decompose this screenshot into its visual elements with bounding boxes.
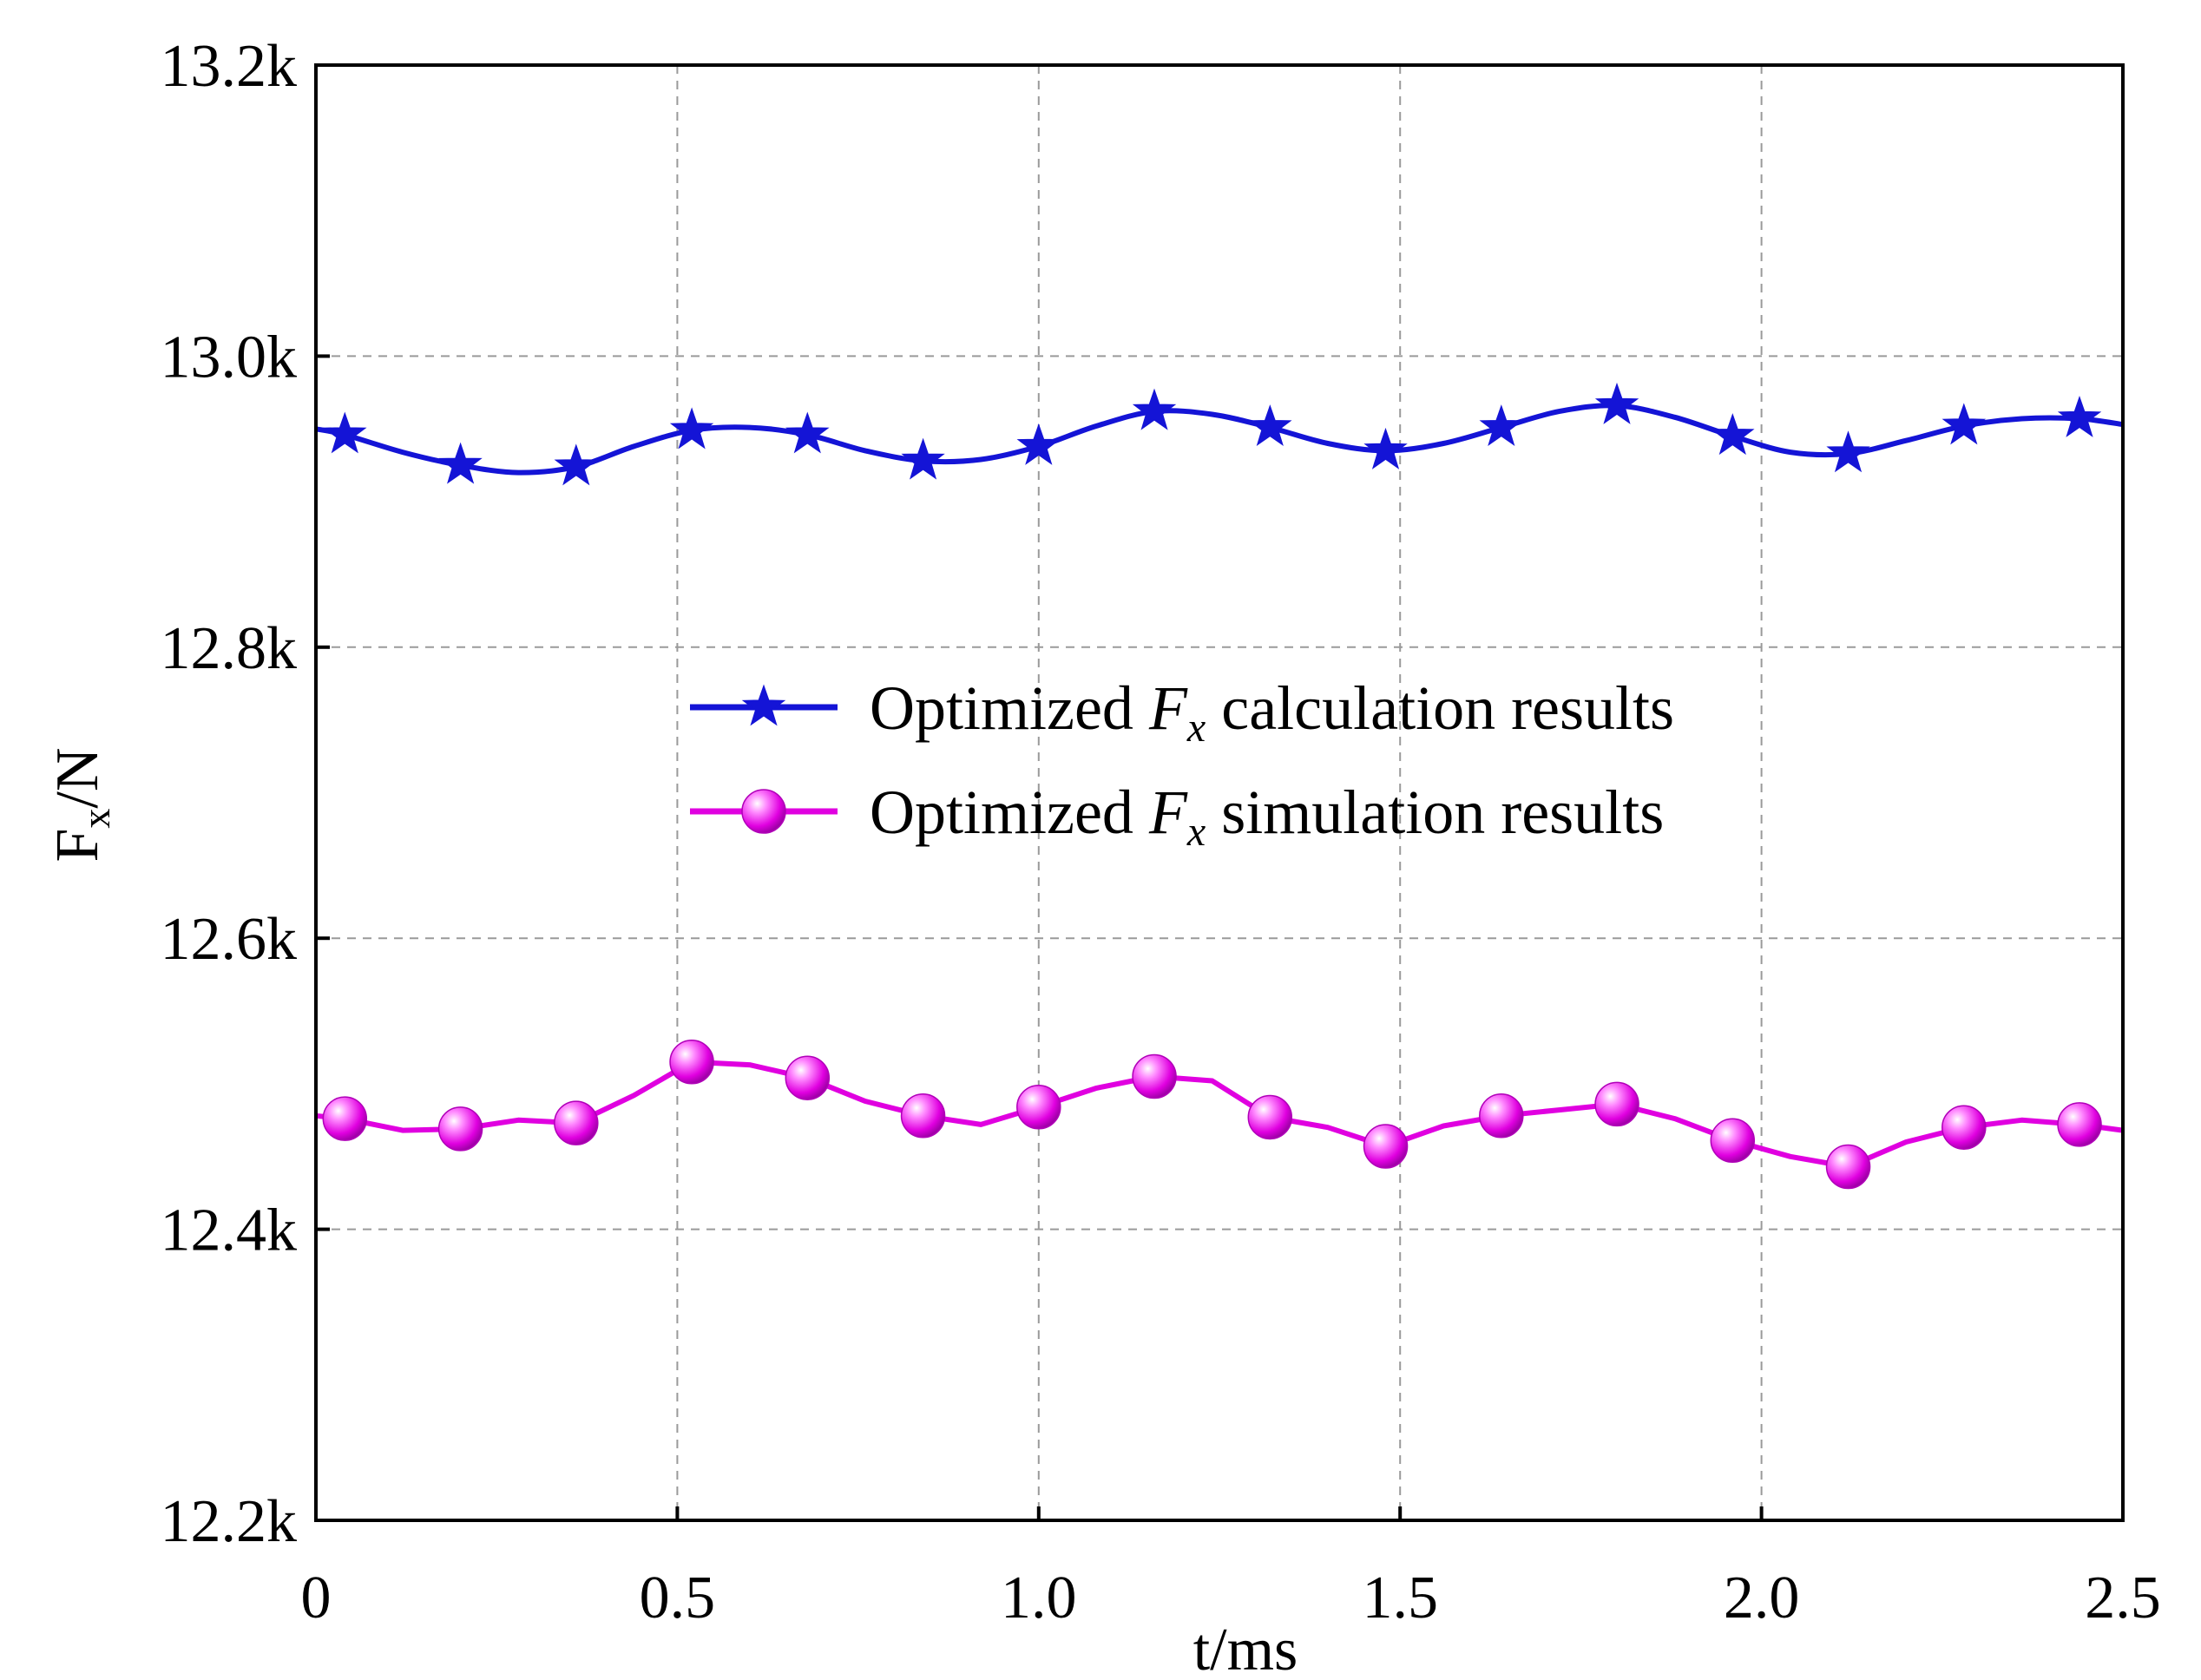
x-tick-labels: 0 0.5 1.0 1.5 2.0 2.5 — [301, 1565, 2161, 1631]
y-tick-labels: 12.2k 12.4k 12.6k 12.8k 13.0k 13.2k — [161, 33, 298, 1555]
y-tick-label: 13.2k — [161, 33, 298, 100]
data-point — [901, 437, 945, 480]
data-point — [900, 1093, 946, 1139]
y-tick-label: 12.6k — [161, 906, 298, 973]
data-point — [1941, 403, 1987, 445]
data-point — [1016, 1084, 1061, 1130]
x-tick-label: 0.5 — [640, 1565, 716, 1631]
y-tick-label: 13.0k — [161, 324, 298, 390]
legend-marker-simulation — [741, 789, 786, 834]
series-1 — [315, 1039, 2124, 1190]
data-point — [323, 411, 367, 454]
legend-marker-calculation — [741, 684, 786, 726]
data-point — [669, 407, 714, 450]
data-point — [785, 1055, 831, 1100]
data-point — [1363, 1124, 1409, 1169]
plot-frame — [314, 63, 2125, 1522]
data-point — [2057, 1102, 2102, 1147]
data-point — [1132, 1053, 1177, 1099]
data-point — [785, 411, 830, 454]
series-line — [315, 403, 2124, 476]
data-point — [1016, 423, 1061, 465]
series-layer — [315, 382, 2124, 1190]
y-tick-label: 12.2k — [161, 1488, 298, 1555]
y-axis-title-sub: x — [74, 809, 118, 829]
x-tick-label: 1.0 — [1001, 1565, 1077, 1631]
data-point — [1826, 430, 1870, 473]
y-axis-title: Fx/N — [44, 748, 118, 863]
x-tick-label: 1.5 — [1362, 1565, 1438, 1631]
y-tick-label: 12.8k — [161, 615, 298, 682]
data-point — [1248, 404, 1292, 447]
tick-marks — [314, 63, 2125, 1522]
data-point — [554, 1100, 599, 1145]
legend: Optimized Fx calculation results Optimiz… — [690, 673, 1674, 855]
x-tick-label: 2.0 — [1724, 1565, 1800, 1631]
x-tick-label: 0 — [301, 1565, 332, 1631]
y-axis-title-main: F — [44, 829, 111, 863]
data-point — [554, 443, 599, 486]
data-point — [1711, 413, 1755, 456]
data-point — [669, 1039, 714, 1085]
data-point — [322, 1096, 368, 1141]
series-0 — [315, 382, 2124, 486]
data-point — [1363, 427, 1408, 469]
data-point — [1247, 1094, 1293, 1140]
data-point — [1594, 382, 1639, 424]
legend-label-calculation: Optimized Fx calculation results — [870, 673, 1674, 751]
x-tick-label: 2.5 — [2085, 1565, 2161, 1631]
data-point — [1479, 404, 1524, 447]
data-point — [1479, 1093, 1524, 1139]
data-point — [2057, 395, 2102, 437]
data-point — [1132, 388, 1177, 430]
data-point — [1710, 1118, 1756, 1164]
data-point — [437, 1106, 483, 1152]
data-point — [1941, 1105, 1987, 1150]
legend-label-simulation: Optimized Fx simulation results — [870, 778, 1664, 855]
data-point — [438, 442, 483, 484]
legend-marker-shape — [741, 684, 786, 726]
data-point — [1594, 1081, 1639, 1127]
x-axis-title: t/ms — [1193, 1617, 1298, 1680]
legend-marker-shape — [741, 789, 786, 834]
y-axis-title-rest: /N — [44, 748, 111, 809]
grid-lines — [316, 65, 2123, 1520]
y-tick-label: 12.4k — [161, 1198, 298, 1264]
data-point — [1825, 1144, 1871, 1190]
